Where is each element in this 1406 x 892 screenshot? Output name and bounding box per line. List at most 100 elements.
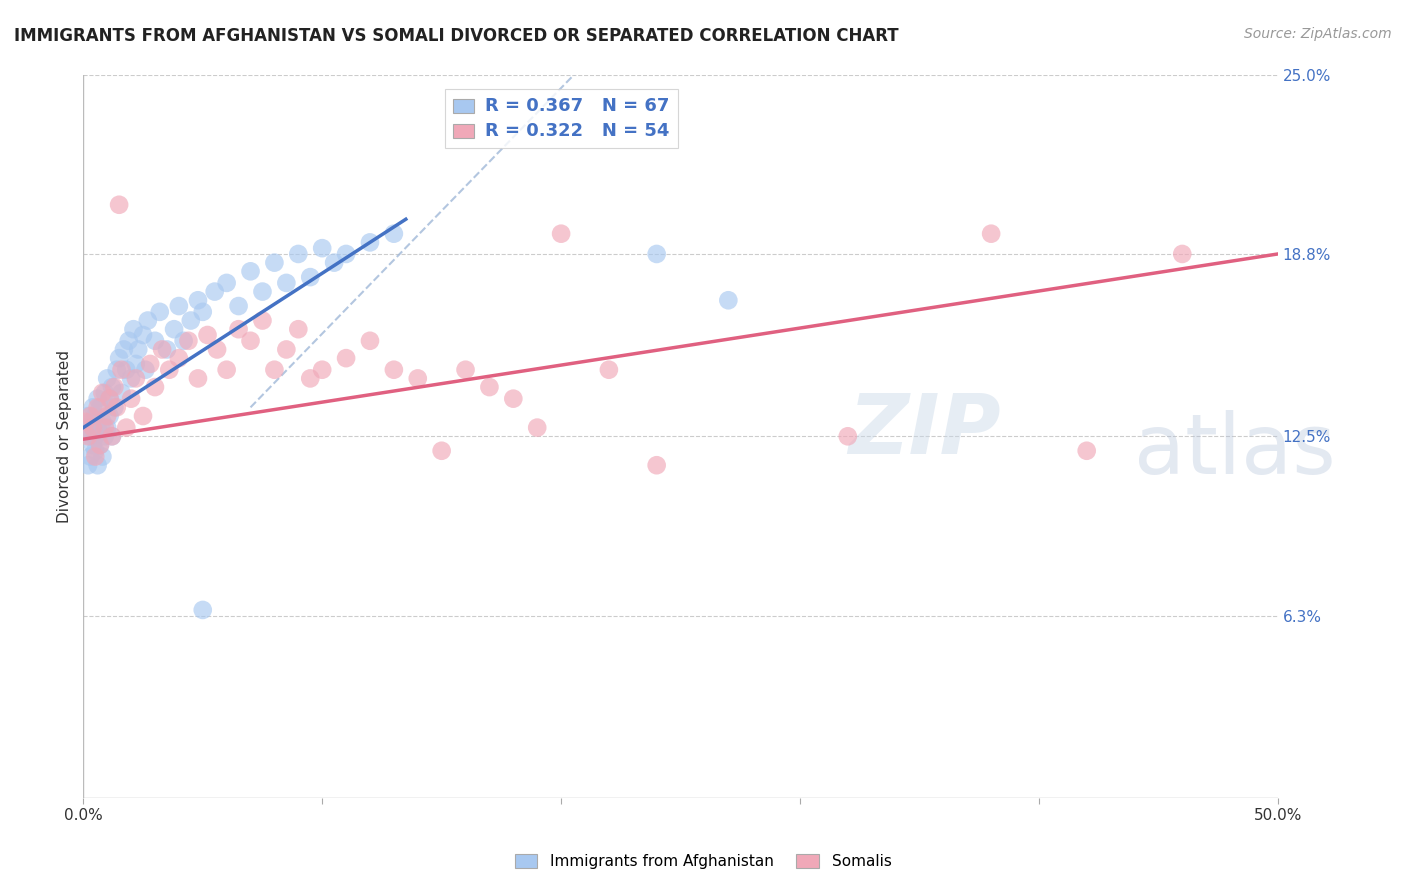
Y-axis label: Divorced or Separated: Divorced or Separated bbox=[58, 350, 72, 523]
Point bbox=[110, 385, 132, 400]
Point bbox=[82, 420, 104, 434]
Point bbox=[91, 415, 114, 429]
Point bbox=[118, 334, 141, 348]
Point bbox=[335, 351, 357, 366]
Point bbox=[132, 409, 155, 423]
Point bbox=[120, 371, 142, 385]
Point bbox=[502, 392, 524, 406]
Point bbox=[359, 334, 381, 348]
Text: atlas: atlas bbox=[1135, 410, 1336, 491]
Point bbox=[598, 362, 620, 376]
Point bbox=[94, 420, 117, 434]
Point bbox=[252, 313, 274, 327]
Point bbox=[276, 343, 298, 357]
Point bbox=[239, 264, 262, 278]
Point bbox=[645, 247, 668, 261]
Point bbox=[299, 371, 322, 385]
Point bbox=[84, 429, 107, 443]
Point bbox=[101, 429, 124, 443]
Point bbox=[94, 385, 117, 400]
Legend: R = 0.367   N = 67, R = 0.322   N = 54: R = 0.367 N = 67, R = 0.322 N = 54 bbox=[444, 88, 678, 148]
Point bbox=[287, 247, 309, 261]
Point bbox=[323, 255, 346, 269]
Point bbox=[191, 603, 214, 617]
Point bbox=[150, 343, 173, 357]
Point bbox=[837, 429, 859, 443]
Point bbox=[197, 328, 219, 343]
Point bbox=[299, 270, 322, 285]
Point bbox=[215, 276, 238, 290]
Point bbox=[79, 450, 101, 464]
Point bbox=[406, 371, 429, 385]
Point bbox=[125, 371, 148, 385]
Point bbox=[163, 322, 186, 336]
Point bbox=[157, 362, 180, 376]
Point bbox=[86, 420, 108, 434]
Point bbox=[252, 285, 274, 299]
Point bbox=[239, 334, 262, 348]
Point bbox=[125, 357, 148, 371]
Point bbox=[717, 293, 740, 308]
Text: ZIP: ZIP bbox=[848, 390, 1001, 471]
Point bbox=[263, 255, 285, 269]
Point bbox=[335, 247, 357, 261]
Point bbox=[120, 392, 142, 406]
Point bbox=[980, 227, 1002, 241]
Point bbox=[550, 227, 572, 241]
Point bbox=[103, 401, 125, 415]
Point bbox=[263, 362, 285, 376]
Point bbox=[79, 409, 101, 423]
Point bbox=[167, 351, 190, 366]
Point bbox=[84, 450, 107, 464]
Point bbox=[115, 362, 138, 376]
Text: IMMIGRANTS FROM AFGHANISTAN VS SOMALI DIVORCED OR SEPARATED CORRELATION CHART: IMMIGRANTS FROM AFGHANISTAN VS SOMALI DI… bbox=[14, 27, 898, 45]
Point bbox=[311, 362, 333, 376]
Point bbox=[98, 392, 121, 406]
Point bbox=[228, 322, 250, 336]
Point bbox=[1171, 247, 1194, 261]
Point bbox=[86, 458, 108, 473]
Point bbox=[89, 401, 111, 415]
Point bbox=[84, 409, 107, 423]
Point bbox=[143, 380, 166, 394]
Point bbox=[115, 420, 138, 434]
Point bbox=[94, 429, 117, 443]
Point bbox=[122, 322, 145, 336]
Point bbox=[108, 351, 131, 366]
Point bbox=[382, 227, 405, 241]
Point bbox=[105, 362, 128, 376]
Point bbox=[359, 235, 381, 250]
Point bbox=[75, 415, 97, 429]
Point bbox=[105, 401, 128, 415]
Point bbox=[101, 429, 124, 443]
Point bbox=[103, 380, 125, 394]
Point bbox=[77, 429, 100, 443]
Text: Source: ZipAtlas.com: Source: ZipAtlas.com bbox=[1244, 27, 1392, 41]
Point bbox=[77, 409, 100, 423]
Point bbox=[108, 198, 131, 212]
Point bbox=[139, 357, 162, 371]
Point bbox=[156, 343, 179, 357]
Point bbox=[454, 362, 477, 376]
Point bbox=[86, 401, 108, 415]
Point bbox=[478, 380, 501, 394]
Point bbox=[101, 380, 124, 394]
Point bbox=[205, 343, 228, 357]
Point bbox=[96, 409, 118, 423]
Point bbox=[430, 443, 453, 458]
Point bbox=[228, 299, 250, 313]
Point bbox=[134, 362, 156, 376]
Point bbox=[382, 362, 405, 376]
Point bbox=[526, 420, 548, 434]
Legend: Immigrants from Afghanistan, Somalis: Immigrants from Afghanistan, Somalis bbox=[509, 848, 897, 875]
Point bbox=[127, 343, 149, 357]
Point bbox=[89, 438, 111, 452]
Point bbox=[136, 313, 159, 327]
Point bbox=[77, 458, 100, 473]
Point bbox=[143, 334, 166, 348]
Point bbox=[276, 276, 298, 290]
Point bbox=[204, 285, 226, 299]
Point bbox=[91, 385, 114, 400]
Point bbox=[645, 458, 668, 473]
Point bbox=[91, 450, 114, 464]
